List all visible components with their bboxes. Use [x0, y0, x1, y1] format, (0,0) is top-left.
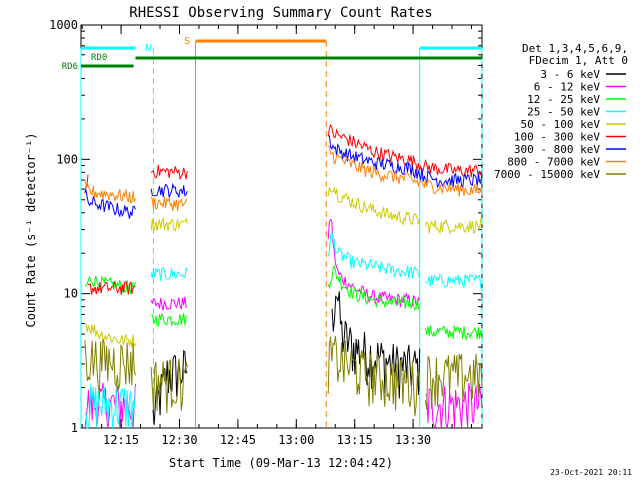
chart-title: RHESSI Observing Summary Count Rates [129, 5, 432, 21]
series-line [84, 179, 136, 205]
x-tick-label: 13:00 [278, 433, 314, 447]
series-2 [84, 264, 483, 341]
series-line [84, 189, 136, 219]
x-tick-label: 13:15 [337, 433, 373, 447]
y-tick-label: 1 [71, 421, 78, 435]
x-tick-label: 12:45 [220, 433, 256, 447]
legend-entry-label: 6 - 12 keV [534, 81, 601, 94]
series-line [84, 383, 136, 429]
series-line [328, 135, 483, 189]
series-line [327, 123, 483, 178]
timestamp: 23-Oct-2021 20:11 [550, 468, 632, 477]
series-line [425, 273, 483, 289]
rd0-label: RD0 [91, 53, 107, 63]
series-line [87, 280, 136, 295]
series-7 [84, 145, 483, 212]
series-line [152, 349, 188, 425]
series-line [150, 216, 188, 232]
series-line [327, 186, 421, 226]
series-line [425, 382, 483, 430]
series-1 [84, 218, 483, 430]
series-line [425, 353, 483, 410]
legend-entry-label: 100 - 300 keV [514, 131, 600, 144]
series-line [150, 164, 188, 181]
instrument-annotations: N S RD0 RD6 [62, 36, 483, 428]
series-line [150, 196, 188, 212]
series-0 [152, 291, 421, 425]
series-line [425, 324, 483, 341]
y-axis: 1 10 100 1000 [49, 18, 482, 435]
series-line [331, 291, 421, 399]
series-line [150, 182, 188, 198]
series-3 [84, 230, 483, 429]
series-line [150, 358, 188, 414]
legend-entry-label: 3 - 6 keV [540, 68, 600, 81]
x-tick-label: 12:30 [161, 433, 197, 447]
series-line [84, 339, 136, 395]
series-line [84, 323, 136, 348]
series-5 [84, 123, 483, 295]
y-axis-label: Count Rate (s⁻¹ detector⁻¹) [24, 132, 38, 327]
series-group [84, 123, 483, 430]
plot-frame [80, 24, 483, 429]
y-tick-label: 100 [56, 152, 78, 166]
y-tick-label: 1000 [49, 18, 78, 32]
series-line [150, 266, 188, 282]
series-6 [84, 135, 483, 219]
series-8 [84, 335, 483, 417]
n-label: N [145, 43, 151, 54]
legend-header: FDecim 1, Att 0 [529, 54, 628, 67]
x-axis: 12:15 12:30 12:45 13:00 13:15 13:30 [81, 25, 472, 447]
legend-header: Det 1,3,4,5,6,9, [522, 42, 628, 55]
legend-entry-label: 800 - 7000 keV [507, 156, 600, 169]
legend: Det 1,3,4,5,6,9,FDecim 1, Att 03 - 6 keV… [494, 42, 628, 181]
x-axis-label: Start Time (09-Mar-13 12:04:42) [169, 456, 393, 470]
plot-area [80, 24, 483, 429]
legend-entry-label: 25 - 50 keV [527, 106, 600, 119]
series-line [425, 217, 483, 235]
series-4 [84, 186, 483, 348]
legend-entry-label: 12 - 25 keV [527, 93, 600, 106]
series-line [327, 218, 421, 308]
legend-entry-label: 300 - 800 keV [514, 143, 600, 156]
series-line [327, 145, 483, 197]
series-line [84, 174, 89, 194]
x-tick-label: 13:30 [395, 433, 431, 447]
s-label: S [184, 36, 190, 47]
rd6-label: RD6 [62, 62, 78, 72]
series-line [327, 230, 420, 279]
series-line [327, 264, 421, 311]
y-tick-label: 10 [64, 287, 78, 301]
legend-entry-label: 7000 - 15000 keV [494, 168, 600, 181]
x-tick-label: 12:15 [103, 433, 139, 447]
series-line [150, 296, 188, 311]
series-line [151, 312, 188, 327]
legend-entry-label: 50 - 100 keV [521, 118, 601, 131]
series-line [84, 275, 136, 294]
series-line [327, 335, 421, 417]
